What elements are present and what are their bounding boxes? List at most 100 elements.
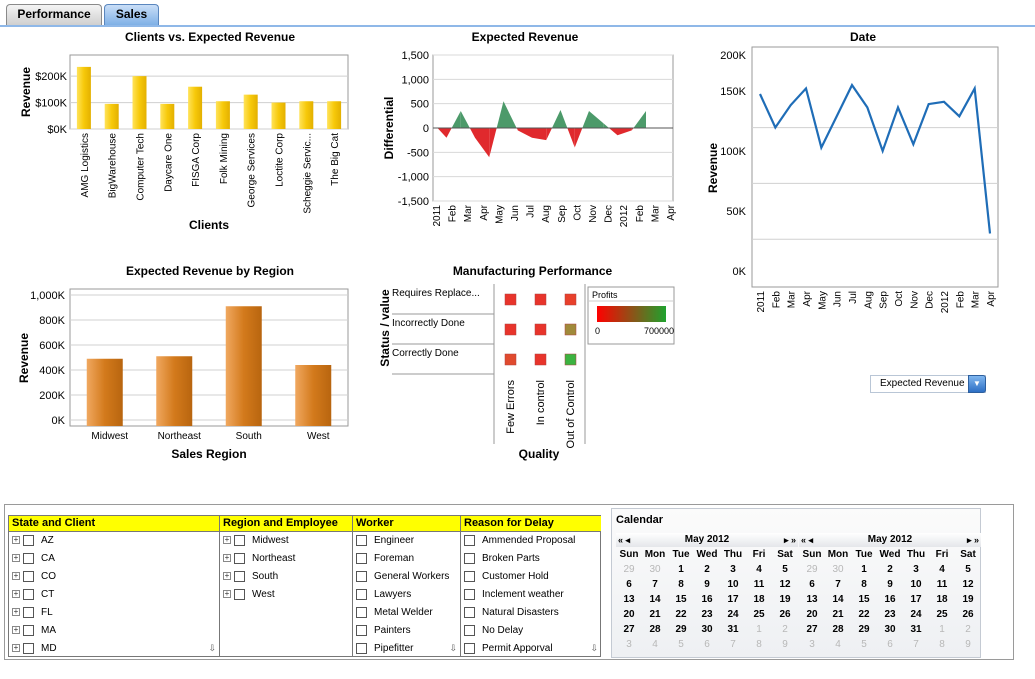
expand-icon[interactable]: + [12,607,20,617]
calendar-day[interactable]: 30 [884,624,896,635]
calendar-day[interactable]: 25 [936,609,948,620]
filter-checkbox[interactable] [464,534,475,546]
calendar-day[interactable]: 9 [887,579,893,590]
calendar-day[interactable]: 17 [727,594,739,605]
filter-item[interactable]: Inclement weather [461,586,601,604]
calendar-day[interactable]: 13 [623,594,635,605]
filter-checkbox[interactable] [234,534,245,546]
calendar-day[interactable]: 9 [782,639,788,650]
next-month-icon[interactable]: ▸ » [783,535,796,545]
filter-checkbox[interactable] [464,552,475,564]
filter-checkbox[interactable] [356,642,367,654]
calendar-day[interactable]: 15 [675,594,687,605]
filter-item[interactable]: Natural Disasters [461,604,601,622]
calendar-day[interactable]: 5 [678,639,684,650]
calendar-day[interactable]: 18 [753,594,765,605]
calendar-day[interactable]: 7 [913,639,919,650]
filter-checkbox[interactable] [23,588,34,600]
filter-checkbox[interactable] [356,624,367,636]
calendar-day[interactable]: 19 [962,594,974,605]
calendar-day[interactable]: 20 [806,609,818,620]
calendar-day[interactable]: 3 [913,564,919,575]
expand-icon[interactable]: + [12,643,20,653]
calendar-day[interactable]: 21 [649,609,661,620]
expand-icon[interactable]: + [223,571,231,581]
expand-icon[interactable]: + [12,535,20,545]
filter-checkbox[interactable] [464,570,475,582]
calendar-day[interactable]: 12 [962,579,974,590]
filter-item[interactable]: + Northeast [220,550,352,568]
calendar-day[interactable]: 3 [809,639,815,650]
filter-checkbox[interactable] [234,552,245,564]
scroll-down-icon[interactable]: ⇩ [590,643,598,653]
filter-checkbox[interactable] [23,570,34,582]
calendar-day[interactable]: 6 [809,579,815,590]
calendar-day[interactable]: 28 [649,624,661,635]
calendar-day[interactable]: 8 [939,639,945,650]
calendar-day[interactable]: 4 [756,564,762,575]
filter-checkbox[interactable] [23,534,34,546]
filter-item[interactable]: + FL [9,604,219,622]
filter-item[interactable]: Permit Apporval [461,640,601,658]
calendar-day[interactable]: 29 [806,564,818,575]
calendar-day[interactable]: 27 [623,624,635,635]
calendar-day[interactable]: 1 [678,564,684,575]
calendar-day[interactable]: 22 [858,609,870,620]
calendar-day[interactable]: 10 [910,579,922,590]
filter-checkbox[interactable] [23,606,34,618]
filter-checkbox[interactable] [234,570,245,582]
calendar-day[interactable]: 16 [884,594,896,605]
calendar-day[interactable]: 2 [704,564,710,575]
filter-checkbox[interactable] [23,624,34,636]
calendar-day[interactable]: 1 [861,564,867,575]
calendar-day[interactable]: 1 [939,624,945,635]
filter-item[interactable]: Foreman [353,550,460,568]
calendar-day[interactable]: 2 [965,624,971,635]
filter-checkbox[interactable] [356,552,367,564]
filter-checkbox[interactable] [464,642,475,654]
calendar-day[interactable]: 17 [910,594,922,605]
calendar-day[interactable]: 26 [779,609,791,620]
calendar-day[interactable]: 4 [835,639,841,650]
calendar-day[interactable]: 25 [753,609,765,620]
expand-icon[interactable]: + [12,553,20,563]
filter-checkbox[interactable] [356,606,367,618]
expand-icon[interactable]: + [223,589,231,599]
prev-month-icon[interactable]: « ◂ [801,535,814,545]
calendar-day[interactable]: 7 [652,579,658,590]
tab-performance[interactable]: Performance [6,4,102,25]
calendar-day[interactable]: 28 [832,624,844,635]
calendar-day[interactable]: 20 [623,609,635,620]
calendar-day[interactable]: 9 [965,639,971,650]
filter-item[interactable]: + MD [9,640,219,658]
filter-checkbox[interactable] [234,588,245,600]
filter-item[interactable]: + AZ [9,532,219,550]
filter-item[interactable]: + Midwest [220,532,352,550]
calendar-day[interactable]: 2 [887,564,893,575]
calendar-day[interactable]: 3 [626,639,632,650]
filter-item[interactable]: + CT [9,586,219,604]
next-month-icon[interactable]: ▸ » [966,535,979,545]
calendar-day[interactable]: 13 [806,594,818,605]
calendar-day[interactable]: 6 [626,579,632,590]
scroll-down-icon[interactable]: ⇩ [449,643,457,653]
filter-checkbox[interactable] [464,606,475,618]
calendar-day[interactable]: 24 [727,609,739,620]
calendar-day[interactable]: 3 [730,564,736,575]
filter-checkbox[interactable] [356,570,367,582]
filter-checkbox[interactable] [23,552,34,564]
filter-item[interactable]: + West [220,586,352,604]
calendar-day[interactable]: 16 [701,594,713,605]
filter-item[interactable]: + MA [9,622,219,640]
calendar-day[interactable]: 9 [704,579,710,590]
calendar-day[interactable]: 11 [936,579,948,590]
calendar-day[interactable]: 19 [779,594,791,605]
calendar-day[interactable]: 27 [806,624,818,635]
calendar-day[interactable]: 8 [678,579,684,590]
calendar-day[interactable]: 8 [756,639,762,650]
filter-item[interactable]: Painters [353,622,460,640]
filter-checkbox[interactable] [464,588,475,600]
calendar-day[interactable]: 14 [649,594,661,605]
calendar-day[interactable]: 23 [701,609,713,620]
calendar-day[interactable]: 18 [936,594,948,605]
